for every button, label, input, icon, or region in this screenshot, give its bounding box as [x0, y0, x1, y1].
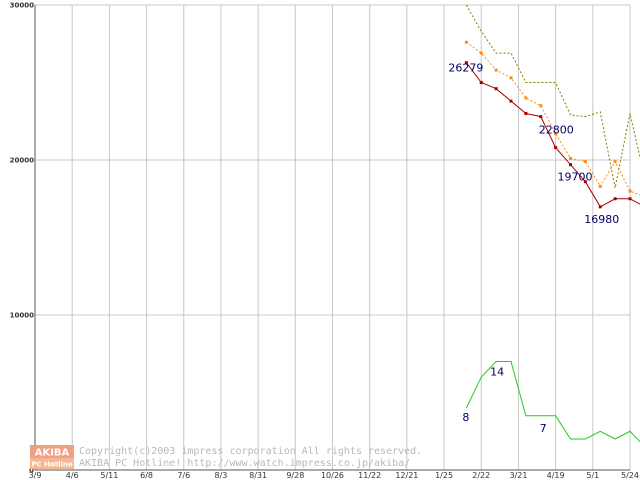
- data-point-lowest-price: [554, 146, 558, 150]
- series-line-shop-count: [465, 361, 640, 443]
- data-labels: 262792280019700169801695315800148746: [448, 62, 619, 435]
- data-point-lowest-price: [583, 180, 587, 184]
- copyright-line: Copyright(c)2003 impress corporation All…: [79, 446, 422, 457]
- x-tick-label: 4/19: [547, 471, 565, 480]
- x-tick-label: 5/11: [100, 471, 118, 480]
- data-point-lowest-price: [539, 115, 543, 119]
- data-point-lowest-price: [524, 112, 528, 115]
- data-label: 19700: [558, 171, 593, 184]
- data-point-lowest-price: [628, 197, 632, 201]
- data-point-lowest-price: [464, 61, 468, 65]
- x-tick-label: 4/6: [66, 471, 79, 480]
- series-line-lowest-price: [466, 62, 640, 208]
- x-tick-label: 7/6: [177, 471, 190, 480]
- data-point-lowest-price: [598, 205, 602, 209]
- data-label: 16980: [584, 213, 619, 226]
- data-label: 8: [462, 411, 469, 424]
- data-point-lowest-price: [569, 163, 572, 167]
- data-point-average-price: [524, 96, 528, 100]
- data-label: 14: [490, 366, 504, 379]
- logo-top-text: AKIBA: [35, 448, 70, 459]
- x-tick-label: 5/1: [586, 471, 599, 480]
- x-axis-ticks: 3/9 4/6 5/11 6/8 7/6 8/3 8/31 9/28 10/26 11/22 12/…: [29, 471, 639, 480]
- site-url-line: AKIBA PC Hotline! http://www.watch.impre…: [79, 458, 410, 469]
- data-point-average-price: [494, 68, 498, 72]
- logo-bottom-text: PC Hotline: [31, 461, 73, 469]
- data-point-average-price: [583, 160, 587, 164]
- x-tick-label: 5/24: [621, 471, 639, 480]
- x-tick-label: 2/22: [472, 471, 490, 480]
- data-label: 7: [540, 422, 547, 435]
- data-point-lowest-price: [613, 197, 617, 201]
- y-tick-label: 0: [29, 467, 34, 475]
- x-tick-label: 8/31: [249, 471, 267, 480]
- data-series: [464, 4, 640, 443]
- x-tick-label: 9/28: [286, 471, 304, 480]
- data-point-average-price: [613, 160, 617, 164]
- data-label: 26279: [448, 62, 483, 75]
- logo-top-block: [30, 445, 74, 458]
- data-point-average-price: [464, 40, 468, 44]
- y-axis-ticks: 30000 20000 10000 0: [10, 2, 34, 475]
- x-tick-label: 12/21: [395, 471, 418, 480]
- data-point-average-price: [598, 184, 602, 188]
- x-tick-label: 3/21: [509, 471, 527, 480]
- series-line-average-price: [466, 41, 640, 196]
- data-point-average-price: [479, 51, 483, 55]
- data-point-average-price: [554, 132, 558, 136]
- y-tick-label: 10000: [10, 312, 34, 320]
- akiba-logo: AKIBA PC Hotline: [30, 445, 74, 469]
- x-tick-label: 11/22: [358, 471, 381, 480]
- data-point-average-price: [539, 104, 543, 108]
- x-tick-label: 1/25: [435, 471, 453, 480]
- x-tick-label: 3/9: [29, 471, 42, 480]
- series-line-highest-price: [465, 4, 640, 188]
- data-point-lowest-price: [509, 99, 513, 103]
- data-point-average-price: [628, 189, 632, 193]
- y-tick-label: 20000: [10, 157, 34, 165]
- data-label: 22800: [539, 124, 574, 137]
- logo-bottom-block: [30, 458, 74, 469]
- x-tick-label: 10/26: [321, 471, 344, 480]
- x-tick-label: 6/8: [140, 471, 153, 480]
- data-point-lowest-price: [479, 81, 483, 84]
- y-tick-label: 30000: [10, 2, 34, 10]
- data-point-lowest-price: [494, 87, 498, 91]
- x-tick-label: 8/3: [215, 471, 228, 480]
- data-point-average-price: [569, 156, 572, 160]
- data-point-average-price: [509, 76, 513, 80]
- grid-lines: [34, 4, 631, 471]
